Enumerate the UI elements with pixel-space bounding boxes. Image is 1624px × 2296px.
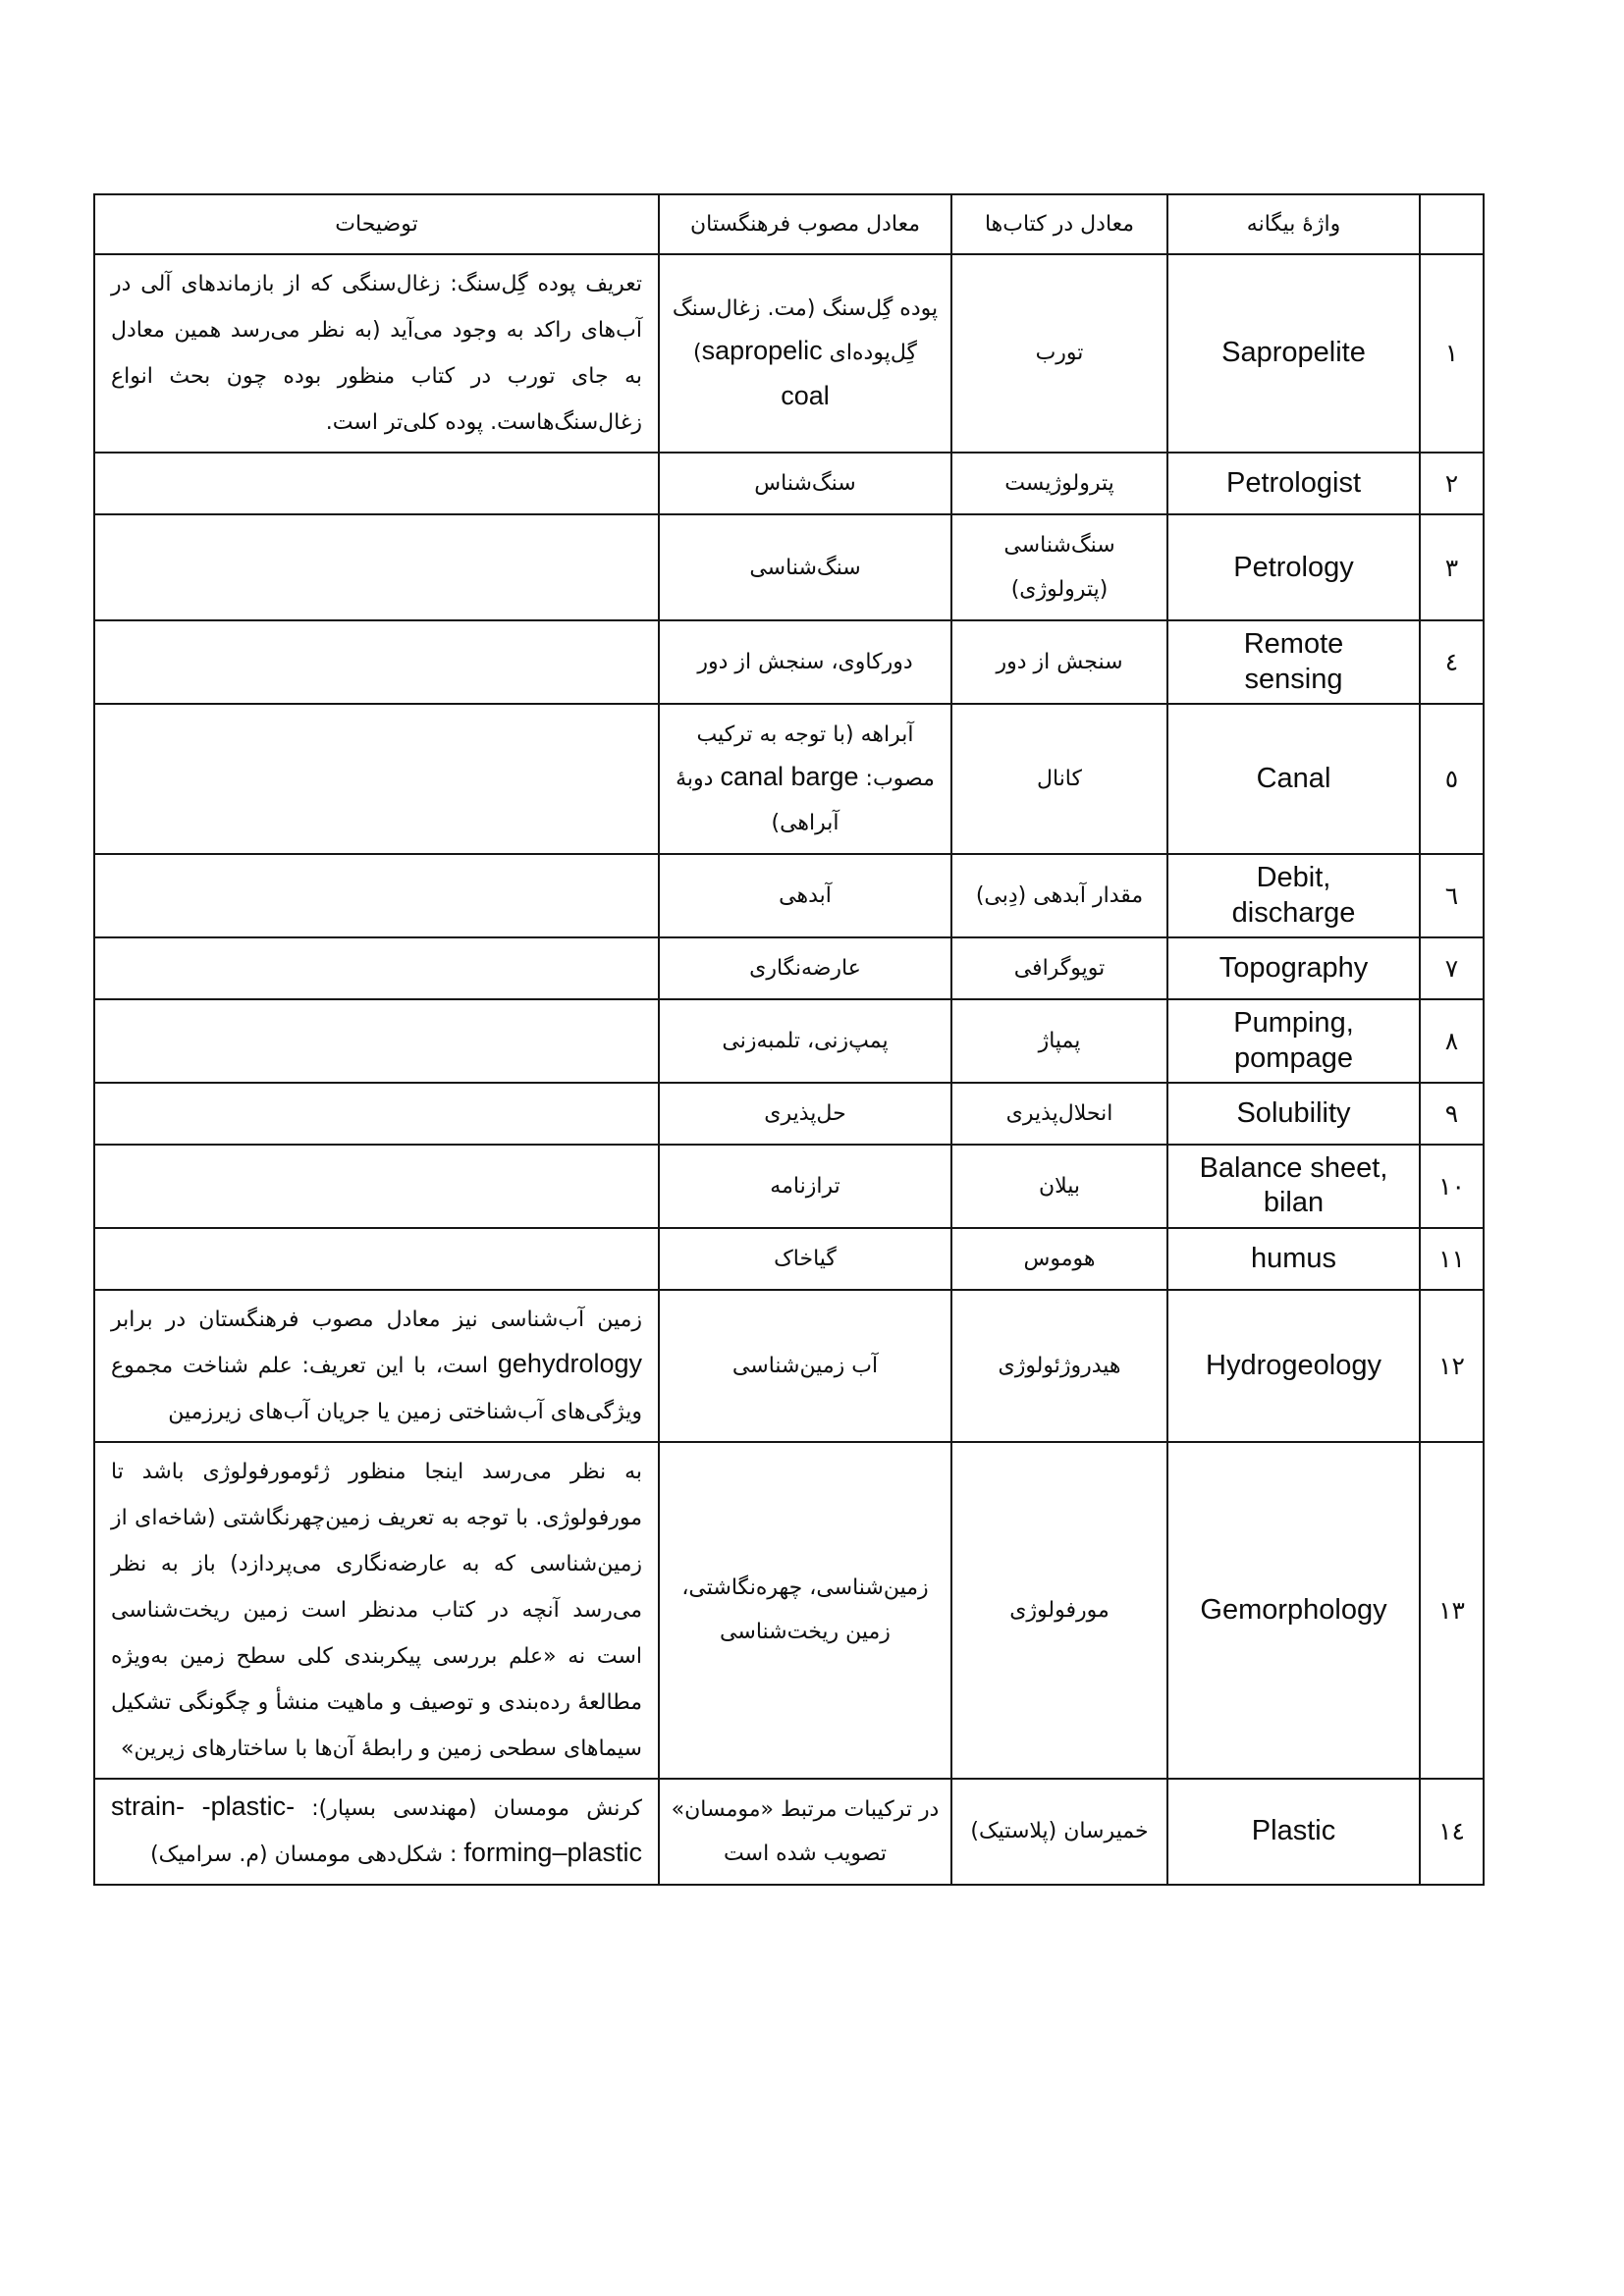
table-row: ٧ Topography توپوگرافی عارضه‌نگاری — [93, 936, 1485, 1001]
book-equivalent-cell: توپوگرافی — [950, 936, 1168, 1001]
book-equivalent-cell: سنگ‌شناسی (پترولوژی) — [950, 513, 1168, 622]
notes-cell — [93, 703, 660, 856]
foreign-word-cell: Petrologist — [1166, 451, 1421, 516]
approved-equivalent-cell: حل‌پذیری — [658, 1081, 952, 1147]
approved-equivalent-cell: زمین‌شناسی، چهره‌نگاشتی، زمین ریخت‌شناسی — [658, 1440, 952, 1780]
row-number-cell: ٥ — [1419, 703, 1485, 856]
header-foreign-word: واژۀ بیگانه — [1166, 193, 1421, 255]
book-equivalent-cell: پمپاژ — [950, 998, 1168, 1084]
notes-cell: زمین آب‌شناسی نیز معادل مصوب فرهنگستان د… — [93, 1288, 660, 1443]
row-number-cell: ٢ — [1419, 451, 1485, 516]
table-row: ١١ humus هوموس گیاخاک — [93, 1226, 1485, 1291]
foreign-word-cell: Solubility — [1166, 1081, 1421, 1147]
notes-cell — [93, 513, 660, 622]
header-approved-equivalent: معادل مصوب فرهنگستان — [658, 193, 952, 255]
approved-equivalent-cell: دورکاوی، سنجش از دور — [658, 619, 952, 706]
notes-cell — [93, 998, 660, 1084]
foreign-word-cell: Plastic — [1166, 1777, 1421, 1887]
row-number-cell: ٨ — [1419, 998, 1485, 1084]
approved-equivalent-cell: پوده گِل‌سنگ (مت. زغال‌سنگ گِل‌پوده‌ای ‎… — [658, 253, 952, 454]
book-equivalent-cell: تورب — [950, 253, 1168, 454]
foreign-word-cell: Petrology — [1166, 513, 1421, 622]
row-number-cell: ٤ — [1419, 619, 1485, 706]
table-row: ٤ Remote sensing سنجش از دور دورکاوی، سنجش … — [93, 619, 1485, 706]
foreign-word-cell: Sapropelite — [1166, 253, 1421, 454]
foreign-word-cell: Debit, discharge — [1166, 853, 1421, 939]
row-number-cell: ١٠ — [1419, 1144, 1485, 1229]
row-number-cell: ١٣ — [1419, 1440, 1485, 1780]
book-equivalent-cell: انحلال‌پذیری — [950, 1081, 1168, 1147]
approved-equivalent-cell: آبراهه (با توجه به ترکیب مصوب: canal bar… — [658, 703, 952, 856]
notes-cell — [93, 936, 660, 1001]
table-row: ٨ Pumping, pompage پمپاژ پمپ‌زنی، تلمبه‌زنی — [93, 998, 1485, 1084]
glossary-table: واژۀ بیگانه معادل در کتاب‌ها معادل مصوب … — [93, 193, 1485, 1887]
header-book-equivalent: معادل در کتاب‌ها — [950, 193, 1168, 255]
table-row: ٣ Petrology سنگ‌شناسی (پترولوژی) سنگ‌شناسی — [93, 513, 1485, 622]
book-equivalent-cell: پترولوژیست — [950, 451, 1168, 516]
table-row: ٩ Solubility انحلال‌پذیری حل‌پذیری — [93, 1081, 1485, 1147]
approved-equivalent-cell: ترازنامه — [658, 1144, 952, 1229]
foreign-word-cell: Pumping, pompage — [1166, 998, 1421, 1084]
row-number-cell: ١٤ — [1419, 1777, 1485, 1887]
foreign-word-cell: Hydrogeology — [1166, 1288, 1421, 1443]
approved-equivalent-cell: در ترکیبات مرتبط «مومسان» تصویب شده است — [658, 1777, 952, 1887]
book-equivalent-cell: سنجش از دور — [950, 619, 1168, 706]
notes-cell — [93, 619, 660, 706]
row-number-cell: ١١ — [1419, 1226, 1485, 1291]
approved-equivalent-cell: آب زمین‌شناسی — [658, 1288, 952, 1443]
table-row: ١٤ Plastic خمیرسان (پلاستیک) در ترکیبات مرت… — [93, 1777, 1485, 1887]
notes-cell — [93, 1081, 660, 1147]
book-equivalent-cell: بیلان — [950, 1144, 1168, 1229]
row-number-cell: ٩ — [1419, 1081, 1485, 1147]
foreign-word-cell: Canal — [1166, 703, 1421, 856]
book-equivalent-cell: خمیرسان (پلاستیک) — [950, 1777, 1168, 1887]
foreign-word-cell: Remote sensing — [1166, 619, 1421, 706]
notes-cell: تعریف پوده گِل‌سنگ: زغال‌سنگی که از بازم… — [93, 253, 660, 454]
book-equivalent-cell: مقدار آبدهی (دِبی) — [950, 853, 1168, 939]
table-row: ٥ Canal کانال آبراهه (با توجه به ترکیب مصوب… — [93, 703, 1485, 856]
approved-equivalent-cell: عارضه‌نگاری — [658, 936, 952, 1001]
table-body: ١ Sapropelite تورب پوده گِل‌سنگ (مت. زغال‌س… — [93, 253, 1485, 1887]
approved-equivalent-cell: گیاخاک — [658, 1226, 952, 1291]
table-row: ١٣ Gemorphology مورفولوژی زمین‌شناسی، چهره‌… — [93, 1440, 1485, 1780]
row-number-cell: ٦ — [1419, 853, 1485, 939]
notes-cell — [93, 451, 660, 516]
table-row: ٢ Petrologist پترولوژیست سنگ‌شناس — [93, 451, 1485, 516]
approved-equivalent-cell: آبدهی — [658, 853, 952, 939]
table-row: ١ Sapropelite تورب پوده گِل‌سنگ (مت. زغال‌س… — [93, 253, 1485, 454]
notes-cell: به نظر می‌رسد اینجا منظور ژئومورفولوژی ب… — [93, 1440, 660, 1780]
table-row: ٦ Debit, discharge مقدار آبدهی (دِبی) آبدهی — [93, 853, 1485, 939]
table-row: ١٠ Balance sheet, bilan بیلان ترازنامه — [93, 1144, 1485, 1229]
notes-cell — [93, 1144, 660, 1229]
approved-equivalent-cell: پمپ‌زنی، تلمبه‌زنی — [658, 998, 952, 1084]
notes-cell — [93, 1226, 660, 1291]
notes-cell — [93, 853, 660, 939]
foreign-word-cell: Gemorphology — [1166, 1440, 1421, 1780]
foreign-word-cell: Topography — [1166, 936, 1421, 1001]
header-row: واژۀ بیگانه معادل در کتاب‌ها معادل مصوب … — [93, 193, 1485, 255]
header-row-number — [1419, 193, 1485, 255]
approved-equivalent-cell: سنگ‌شناس — [658, 451, 952, 516]
table-row: ١٢ Hydrogeology هیدروژئولوژی آب زمین‌شناسی ز… — [93, 1288, 1485, 1443]
book-equivalent-cell: هوموس — [950, 1226, 1168, 1291]
book-equivalent-cell: هیدروژئولوژی — [950, 1288, 1168, 1443]
foreign-word-cell: humus — [1166, 1226, 1421, 1291]
approved-equivalent-cell: سنگ‌شناسی — [658, 513, 952, 622]
row-number-cell: ٧ — [1419, 936, 1485, 1001]
book-equivalent-cell: مورفولوژی — [950, 1440, 1168, 1780]
foreign-word-cell: Balance sheet, bilan — [1166, 1144, 1421, 1229]
row-number-cell: ١٢ — [1419, 1288, 1485, 1443]
row-number-cell: ٣ — [1419, 513, 1485, 622]
book-equivalent-cell: کانال — [950, 703, 1168, 856]
header-notes: توضیحات — [93, 193, 660, 255]
notes-cell: کرنش مومسان (مهندسی بسپار): ‎strain- -pl… — [93, 1777, 660, 1887]
row-number-cell: ١ — [1419, 253, 1485, 454]
